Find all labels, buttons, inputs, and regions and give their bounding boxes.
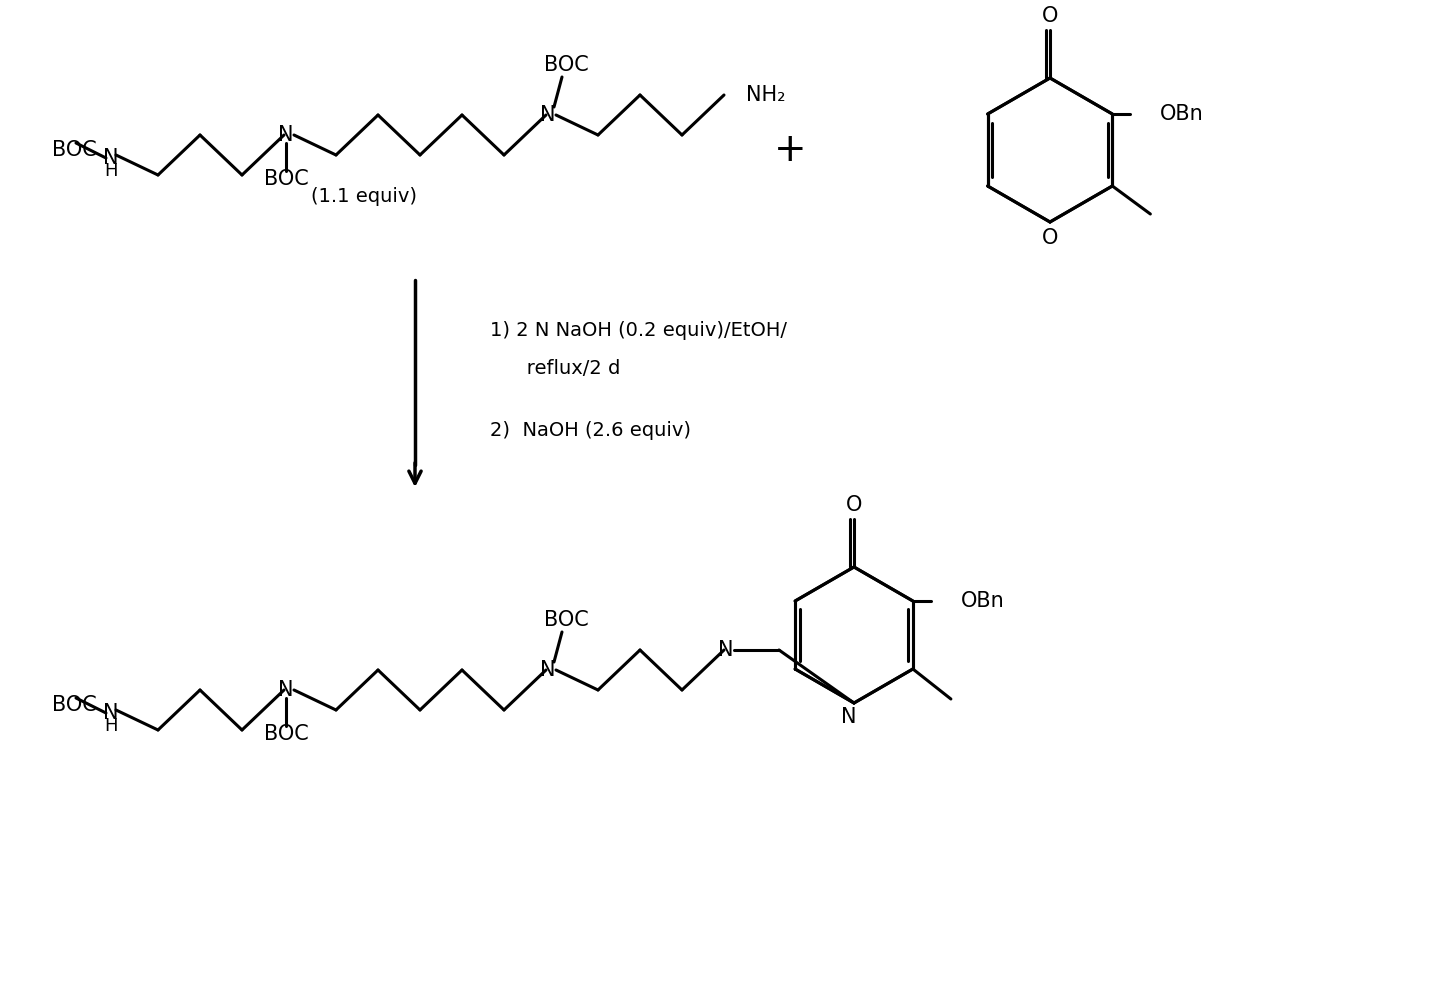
- Text: BOC: BOC: [544, 610, 589, 630]
- Text: (1.1 equiv): (1.1 equiv): [311, 187, 416, 206]
- Text: BOC: BOC: [52, 695, 97, 715]
- Text: N: N: [103, 703, 119, 723]
- Text: N: N: [103, 148, 119, 168]
- Text: H: H: [104, 162, 117, 180]
- Text: O: O: [1041, 228, 1058, 248]
- Text: 2)  NaOH (2.6 equiv): 2) NaOH (2.6 equiv): [490, 420, 691, 439]
- Text: +: +: [774, 131, 807, 169]
- Text: BOC: BOC: [52, 140, 97, 160]
- Text: O: O: [1041, 6, 1058, 26]
- Text: O: O: [846, 495, 862, 515]
- Text: OBn: OBn: [962, 591, 1005, 611]
- Text: reflux/2 d: reflux/2 d: [508, 358, 620, 377]
- Text: 1) 2 N NaOH (0.2 equiv)/EtOH/: 1) 2 N NaOH (0.2 equiv)/EtOH/: [490, 320, 787, 339]
- Text: BOC: BOC: [263, 724, 308, 744]
- Text: N: N: [278, 680, 294, 700]
- Text: BOC: BOC: [544, 55, 589, 75]
- Text: N: N: [541, 105, 555, 125]
- Text: N: N: [842, 707, 856, 727]
- Text: BOC: BOC: [263, 169, 308, 189]
- Text: N: N: [719, 640, 733, 660]
- Text: H: H: [104, 717, 117, 735]
- Text: N: N: [541, 660, 555, 680]
- Text: NH₂: NH₂: [746, 85, 785, 105]
- Text: OBn: OBn: [1160, 104, 1205, 124]
- Text: N: N: [278, 125, 294, 145]
